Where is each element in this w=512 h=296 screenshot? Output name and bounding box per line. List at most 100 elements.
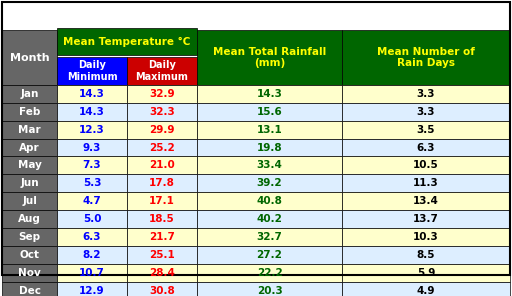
Text: 39.2: 39.2 xyxy=(257,178,282,188)
Text: 27.2: 27.2 xyxy=(257,250,283,260)
Bar xyxy=(342,139,510,157)
Text: 18.5: 18.5 xyxy=(149,214,175,224)
Text: 40.8: 40.8 xyxy=(257,196,283,206)
Text: Nov: Nov xyxy=(18,268,41,278)
Text: 33.4: 33.4 xyxy=(257,160,283,170)
Text: 12.9: 12.9 xyxy=(79,286,105,296)
Text: 22.2: 22.2 xyxy=(257,268,283,278)
Text: 6.3: 6.3 xyxy=(83,232,101,242)
Text: 7.3: 7.3 xyxy=(82,160,101,170)
Bar xyxy=(127,139,197,157)
Bar xyxy=(342,246,510,264)
Bar xyxy=(342,192,510,210)
Text: 5.3: 5.3 xyxy=(83,178,101,188)
Text: 6.3: 6.3 xyxy=(417,143,435,152)
Bar xyxy=(57,174,127,192)
Text: May: May xyxy=(17,160,41,170)
Text: 21.7: 21.7 xyxy=(149,232,175,242)
Bar xyxy=(127,157,197,174)
Text: 10.3: 10.3 xyxy=(413,232,439,242)
Bar xyxy=(2,157,57,174)
Text: 4.7: 4.7 xyxy=(82,196,101,206)
Bar xyxy=(127,103,197,121)
Bar xyxy=(342,30,510,85)
Bar xyxy=(342,210,510,228)
Bar xyxy=(2,30,57,85)
Text: 3.3: 3.3 xyxy=(417,89,435,99)
Bar xyxy=(197,174,342,192)
Text: Jul: Jul xyxy=(22,196,37,206)
Bar xyxy=(2,103,57,121)
Bar xyxy=(342,174,510,192)
Bar xyxy=(342,228,510,246)
Bar xyxy=(197,85,342,103)
Text: 28.4: 28.4 xyxy=(149,268,175,278)
Text: Oct: Oct xyxy=(19,250,39,260)
Text: 40.2: 40.2 xyxy=(257,214,283,224)
Bar xyxy=(197,228,342,246)
Text: Mean Total Rainfall
(mm): Mean Total Rainfall (mm) xyxy=(213,47,326,68)
Bar xyxy=(2,264,57,282)
Bar xyxy=(2,85,57,103)
Bar xyxy=(57,103,127,121)
Text: Month: Month xyxy=(10,52,49,62)
Bar xyxy=(57,246,127,264)
Bar xyxy=(127,282,197,296)
Text: 14.3: 14.3 xyxy=(257,89,283,99)
Text: 8.5: 8.5 xyxy=(417,250,435,260)
Bar xyxy=(57,210,127,228)
Bar xyxy=(2,192,57,210)
Text: 32.7: 32.7 xyxy=(257,232,283,242)
Text: 17.1: 17.1 xyxy=(149,196,175,206)
Bar xyxy=(57,228,127,246)
Bar xyxy=(57,157,127,174)
Text: 4.9: 4.9 xyxy=(417,286,435,296)
Text: Dec: Dec xyxy=(18,286,40,296)
Bar xyxy=(197,264,342,282)
Text: Aug: Aug xyxy=(18,214,41,224)
Text: Jun: Jun xyxy=(20,178,39,188)
Text: 32.3: 32.3 xyxy=(149,107,175,117)
Bar xyxy=(57,28,197,55)
Text: 3.5: 3.5 xyxy=(417,125,435,135)
Text: 10.7: 10.7 xyxy=(79,268,105,278)
Bar xyxy=(197,103,342,121)
Bar xyxy=(127,210,197,228)
Text: 9.3: 9.3 xyxy=(83,143,101,152)
Text: 30.8: 30.8 xyxy=(149,286,175,296)
Bar xyxy=(197,121,342,139)
Bar xyxy=(2,139,57,157)
Text: 21.0: 21.0 xyxy=(149,160,175,170)
Text: Sep: Sep xyxy=(18,232,40,242)
Bar xyxy=(57,121,127,139)
Bar xyxy=(57,264,127,282)
Text: Feb: Feb xyxy=(19,107,40,117)
Bar xyxy=(127,174,197,192)
Bar xyxy=(197,246,342,264)
Bar xyxy=(57,85,127,103)
Bar xyxy=(127,264,197,282)
Text: 14.3: 14.3 xyxy=(79,107,105,117)
Bar xyxy=(57,282,127,296)
Text: 32.9: 32.9 xyxy=(149,89,175,99)
Text: Mean Temperature °C: Mean Temperature °C xyxy=(63,36,190,46)
Bar xyxy=(197,282,342,296)
Bar xyxy=(197,139,342,157)
Text: 13.7: 13.7 xyxy=(413,214,439,224)
Text: 3.3: 3.3 xyxy=(417,107,435,117)
Bar xyxy=(197,210,342,228)
Text: 10.5: 10.5 xyxy=(413,160,439,170)
Text: 17.8: 17.8 xyxy=(149,178,175,188)
Bar xyxy=(57,57,127,85)
Text: 13.4: 13.4 xyxy=(413,196,439,206)
Text: Mar: Mar xyxy=(18,125,41,135)
Text: Daily
Maximum: Daily Maximum xyxy=(136,60,188,81)
Bar xyxy=(127,121,197,139)
Bar xyxy=(127,228,197,246)
Bar xyxy=(197,30,342,85)
Text: 12.3: 12.3 xyxy=(79,125,105,135)
Text: 20.3: 20.3 xyxy=(257,286,283,296)
Bar xyxy=(342,103,510,121)
Text: Jan: Jan xyxy=(20,89,39,99)
Bar xyxy=(342,282,510,296)
